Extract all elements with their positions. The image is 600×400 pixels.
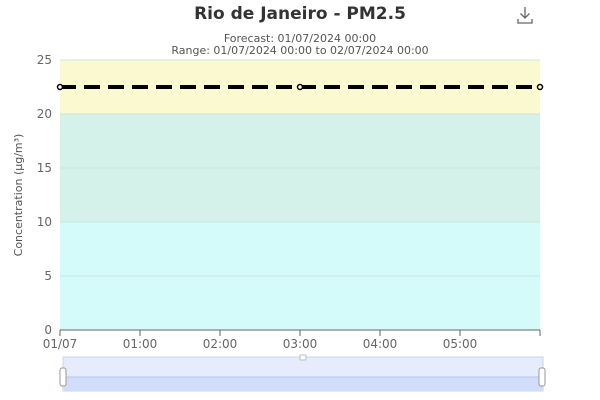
y-tick-label: 10 [37,215,52,229]
x-tick-label: 04:00 [363,337,398,351]
chart-subtitle-range: Range: 01/07/2024 00:00 to 02/07/2024 00… [171,44,428,57]
slider-selection [63,377,543,391]
x-tick-label: 03:00 [283,337,318,351]
y-tick-label: 0 [44,323,52,337]
slider-handle-left[interactable] [59,367,67,387]
y-axis-ticks: 0 5 10 15 20 25 [37,53,52,337]
x-axis-ticks: 01/07 01:00 02:00 03:00 04:00 05:00 [43,330,541,351]
data-point [536,83,544,91]
series-layer [56,83,544,91]
download-button[interactable] [517,7,533,24]
y-tick-label: 25 [37,53,52,67]
y-tick-label: 15 [37,161,52,175]
y-tick-label: 20 [37,107,52,121]
slider-handle-right[interactable] [538,367,546,387]
x-tick-label: 05:00 [443,337,478,351]
chart-subtitle-forecast: Forecast: 01/07/2024 00:00 [224,32,376,45]
range-slider[interactable] [59,354,546,392]
slider-top-handle[interactable] [299,354,307,361]
x-tick-label: 01:00 [123,337,158,351]
gridlines [60,59,540,277]
x-tick-label: 02:00 [203,337,238,351]
x-tick-label: 01/07 [43,337,78,351]
download-icon [517,7,533,24]
data-point [296,83,304,91]
y-axis-label: Concentration (μg/m³) [12,134,25,257]
background-bands [60,60,540,330]
data-point [56,83,64,91]
chart-title: Rio de Janeiro - PM2.5 [194,4,406,24]
y-tick-label: 5 [44,269,52,283]
